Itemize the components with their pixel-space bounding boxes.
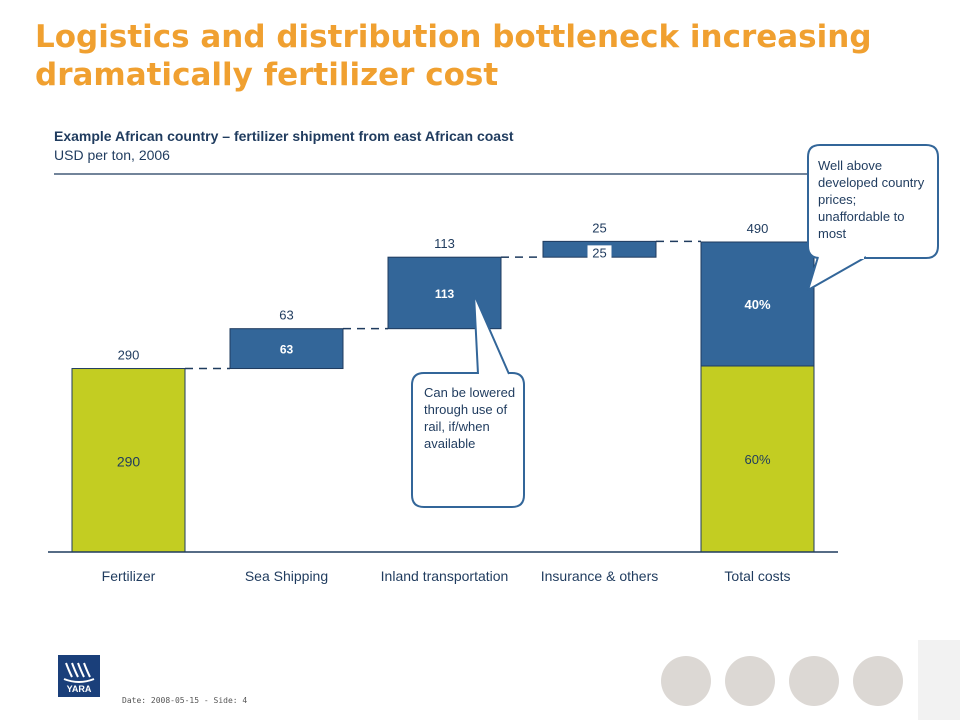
category-label-2: Sea Shipping <box>245 568 328 584</box>
decorative-circle-2 <box>725 656 775 706</box>
inner-label-total-upper: 40% <box>744 297 770 312</box>
top-label-5: 490 <box>747 221 769 236</box>
inner-label-4: 25 <box>592 245 606 260</box>
category-label-5: Total costs <box>724 568 790 584</box>
inner-label-2: 63 <box>280 343 294 357</box>
category-label-4: Insurance & others <box>541 568 659 584</box>
callout-rail-text: Can be lowered through use of rail, if/w… <box>424 385 516 451</box>
decorative-circle-3 <box>789 656 839 706</box>
decorative-circle-1 <box>661 656 711 706</box>
bar-1 <box>71 368 186 553</box>
top-label-1: 290 <box>118 348 140 363</box>
category-label-3: Inland transportation <box>381 568 509 584</box>
page-title: Logistics and distribution bottleneck in… <box>35 19 872 93</box>
callout-total-text: Well above developed country prices; una… <box>818 158 925 241</box>
callout-rail <box>411 293 525 508</box>
inner-label-total-lower: 60% <box>744 452 770 467</box>
inner-label-bg-4 <box>587 245 612 262</box>
chart-subtitle: Example African country – fertilizer shi… <box>54 128 514 144</box>
waterfall-chart: 290 290 Fertilizer 63 63 Sea Shipping 113 113 In… <box>48 144 939 584</box>
category-label-1: Fertilizer <box>102 568 156 584</box>
inner-label-1: 290 <box>117 453 141 469</box>
svg-text:YARA: YARA <box>67 684 92 694</box>
inner-label-3: 113 <box>435 287 455 301</box>
top-label-4: 25 <box>592 220 606 235</box>
bar-total-lower <box>700 365 815 553</box>
yara-logo: YARA <box>58 655 100 697</box>
footer-date: Date: 2008-05-15 - Side: 4 <box>122 696 248 705</box>
chart-unit: USD per ton, 2006 <box>54 147 170 163</box>
decorative-circle-4 <box>853 656 903 706</box>
bar-2 <box>229 328 344 370</box>
callout-total <box>807 144 939 291</box>
top-label-3: 113 <box>434 236 455 251</box>
top-label-2: 63 <box>279 308 293 323</box>
bar-total-upper <box>700 241 815 367</box>
page-edge-strip <box>918 640 960 720</box>
